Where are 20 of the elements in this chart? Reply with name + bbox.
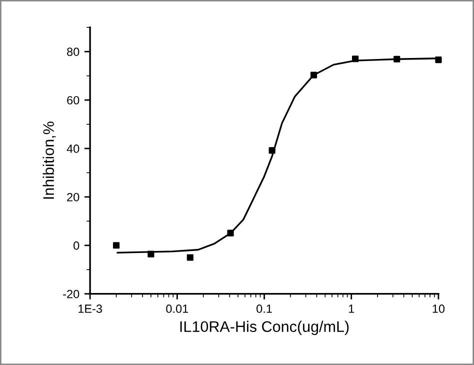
point (435, 56, 442, 64)
point (186, 254, 194, 261)
x-tick-label: 10 (432, 304, 445, 313)
point (394, 56, 400, 62)
y-tick-label: 80 (67, 48, 80, 56)
y-tick-label: 60 (67, 96, 80, 104)
x-tick-label: 0.1 (256, 304, 272, 313)
x-tick-label: 1E-3 (78, 304, 102, 313)
x-tick-label: 0.01 (166, 304, 188, 313)
y-tick-label: 20 (67, 192, 80, 202)
y-tick-label: -20 (63, 290, 80, 298)
x-axis-title: IL10RA-His Conc(ug/mL) (180, 320, 349, 336)
y-tick-label: 40 (66, 144, 80, 153)
x-tick-label: 1 (348, 304, 354, 313)
point (310, 72, 318, 78)
point (352, 56, 359, 62)
y-axis-title: Inhibition,% (42, 122, 56, 199)
point (268, 147, 276, 154)
point (227, 230, 234, 236)
y-tick-label: 0 (74, 241, 80, 250)
